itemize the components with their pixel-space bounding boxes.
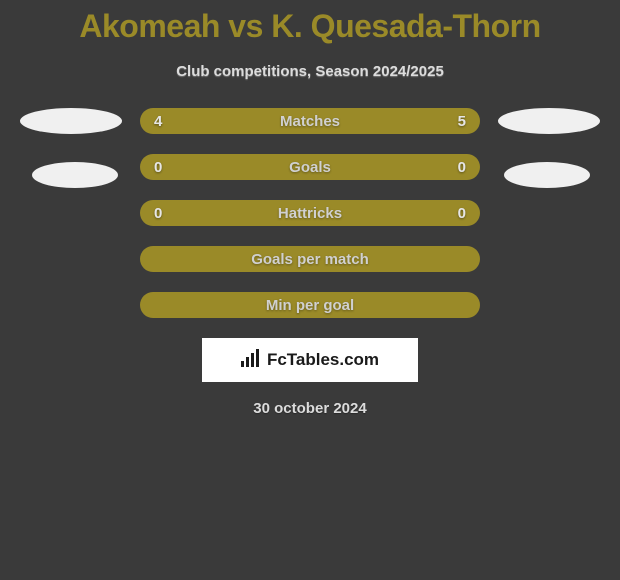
stat-bars: 4 Matches 5 0 Goals 0 0 Hattricks 0 Goal…: [140, 108, 480, 318]
stat-label: Goals per match: [251, 251, 369, 268]
avatar-placeholder: [504, 162, 590, 188]
stat-left-value: 4: [154, 113, 162, 130]
stat-right-value: 5: [458, 113, 466, 130]
stat-right-value: 0: [458, 159, 466, 176]
stat-bar-goals-per-match: Goals per match: [140, 246, 480, 272]
left-player-col: [20, 108, 122, 188]
subtitle: Club competitions, Season 2024/2025: [0, 63, 620, 80]
stat-left-value: 0: [154, 205, 162, 222]
brand-text: FcTables.com: [267, 350, 379, 370]
bar-chart-icon: [241, 349, 263, 372]
brand-badge: FcTables.com: [202, 338, 418, 382]
avatar-placeholder: [20, 108, 122, 134]
stat-right-value: 0: [458, 205, 466, 222]
stat-bar-goals: 0 Goals 0: [140, 154, 480, 180]
avatar-placeholder: [498, 108, 600, 134]
stat-bar-min-per-goal: Min per goal: [140, 292, 480, 318]
stat-bar-matches: 4 Matches 5: [140, 108, 480, 134]
avatar-placeholder: [32, 162, 118, 188]
stat-bar-hattricks: 0 Hattricks 0: [140, 200, 480, 226]
page-title: Akomeah vs K. Quesada-Thorn: [0, 8, 620, 45]
container: Akomeah vs K. Quesada-Thorn Club competi…: [0, 0, 620, 580]
stat-label: Goals: [289, 159, 331, 176]
date-text: 30 october 2024: [0, 400, 620, 417]
comparison-area: 4 Matches 5 0 Goals 0 0 Hattricks 0 Goal…: [0, 108, 620, 318]
right-player-col: [498, 108, 600, 188]
stat-label: Hattricks: [278, 205, 342, 222]
stat-label: Min per goal: [266, 297, 354, 314]
stat-label: Matches: [280, 113, 340, 130]
stat-left-value: 0: [154, 159, 162, 176]
